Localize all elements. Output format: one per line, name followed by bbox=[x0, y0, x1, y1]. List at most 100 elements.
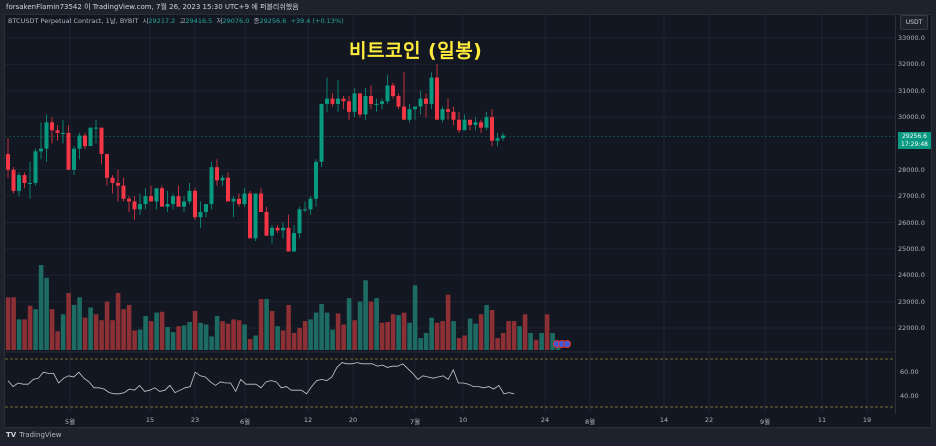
volume-bar bbox=[352, 320, 357, 350]
price-tick: 27000.0 bbox=[898, 192, 925, 201]
price-tick: 24000.0 bbox=[898, 271, 925, 280]
time-tick: 6월 bbox=[239, 418, 251, 426]
us-flag-event-icon[interactable] bbox=[563, 340, 571, 348]
candle-body bbox=[110, 177, 115, 183]
candle-body bbox=[374, 103, 379, 105]
volume-bar bbox=[187, 321, 192, 350]
volume-bar bbox=[385, 321, 390, 350]
volume-bar bbox=[192, 310, 198, 350]
price-axis-divider bbox=[895, 14, 896, 414]
volume-bar bbox=[99, 320, 104, 350]
volume-bar bbox=[33, 309, 38, 350]
price-tick: 28000.0 bbox=[898, 165, 925, 174]
currency-button[interactable]: USDT bbox=[900, 15, 928, 30]
volume-bar bbox=[170, 332, 176, 350]
volume-bar bbox=[137, 329, 143, 350]
close-label: 종 bbox=[253, 17, 260, 25]
tradingview-logo[interactable]: TV TradingView bbox=[6, 431, 62, 439]
symbol-name[interactable]: BTCUSDT Perpetual Contract, 1날, BYBIT bbox=[8, 17, 139, 25]
price-tick: 32000.0 bbox=[898, 60, 925, 69]
volume-bar bbox=[143, 316, 148, 350]
candle-body bbox=[220, 177, 225, 181]
time-tick: 14 bbox=[659, 416, 669, 424]
candle-body bbox=[358, 93, 362, 115]
volume-bar bbox=[159, 311, 165, 350]
volume-bar bbox=[429, 317, 434, 350]
candle-body bbox=[330, 98, 335, 104]
candle-body bbox=[462, 119, 467, 131]
candle-body bbox=[495, 138, 500, 141]
high-label: 고 bbox=[179, 17, 186, 25]
candle-body bbox=[407, 109, 412, 120]
time-tick: 8월 bbox=[584, 418, 596, 426]
candle-body bbox=[413, 106, 417, 110]
volume-bar bbox=[110, 320, 115, 350]
candle-body bbox=[182, 201, 186, 207]
volume-bar bbox=[451, 321, 456, 350]
candle-body bbox=[171, 196, 175, 205]
candle-body bbox=[435, 77, 439, 120]
candle-body bbox=[281, 227, 285, 231]
volume-bar bbox=[368, 301, 374, 350]
candle-body bbox=[127, 198, 131, 202]
candle-body bbox=[303, 209, 307, 211]
volume-bar bbox=[506, 321, 511, 350]
candle-body bbox=[193, 190, 197, 218]
time-tick: 12 bbox=[303, 416, 313, 424]
candle-body bbox=[138, 204, 142, 210]
volume-bar bbox=[60, 314, 66, 350]
brand-name: TradingView bbox=[19, 431, 62, 439]
volume-bar bbox=[462, 335, 467, 350]
candle-body bbox=[484, 117, 489, 128]
volume-bar bbox=[308, 319, 313, 350]
volume-bar bbox=[286, 304, 291, 350]
candle-body bbox=[33, 151, 38, 183]
candle-body bbox=[270, 227, 274, 236]
candle-body bbox=[319, 103, 324, 162]
candle-body bbox=[369, 95, 373, 104]
candle-body bbox=[297, 209, 302, 234]
candle-body bbox=[77, 135, 82, 149]
price-tick: 26000.0 bbox=[898, 218, 925, 227]
candle-body bbox=[176, 196, 181, 207]
candle-body bbox=[143, 196, 148, 205]
price-tick: 30000.0 bbox=[898, 113, 925, 122]
candle-body bbox=[275, 227, 280, 231]
volume-bar bbox=[473, 323, 478, 350]
candle-body bbox=[39, 148, 43, 152]
volume-bar bbox=[5, 297, 11, 350]
volume-bar bbox=[341, 324, 346, 350]
volume-bar bbox=[11, 297, 16, 350]
volume-bar bbox=[511, 321, 517, 350]
candle-body bbox=[83, 135, 87, 147]
candle-body bbox=[121, 185, 126, 199]
volume-bar bbox=[27, 305, 33, 350]
volume-bar bbox=[533, 339, 539, 350]
volume-bar bbox=[93, 314, 99, 350]
candle-body bbox=[11, 169, 16, 191]
volume-bar bbox=[550, 333, 555, 350]
candle-body bbox=[418, 98, 423, 107]
volume-bar bbox=[335, 313, 341, 350]
volume-bar bbox=[16, 319, 22, 350]
volume-bar bbox=[401, 312, 407, 350]
volume-bar bbox=[22, 319, 27, 350]
volume-bar bbox=[181, 325, 187, 350]
candle-body bbox=[204, 204, 208, 212]
volume-bar bbox=[275, 326, 280, 350]
price-tick: 31000.0 bbox=[898, 86, 925, 95]
candle-body bbox=[314, 161, 318, 199]
time-tick: 24 bbox=[540, 416, 550, 424]
candle-body bbox=[446, 109, 450, 112]
candle-body bbox=[253, 193, 258, 239]
candle-body bbox=[17, 175, 21, 191]
rsi-tick-60: 60.00 bbox=[900, 368, 919, 376]
candle-body bbox=[72, 148, 76, 170]
volume-bar bbox=[154, 312, 159, 350]
candle-body bbox=[160, 188, 164, 207]
volume-bar bbox=[467, 318, 473, 350]
candle-body bbox=[325, 98, 329, 104]
volume-bar bbox=[374, 298, 379, 350]
time-tick: 7월 bbox=[409, 418, 421, 426]
